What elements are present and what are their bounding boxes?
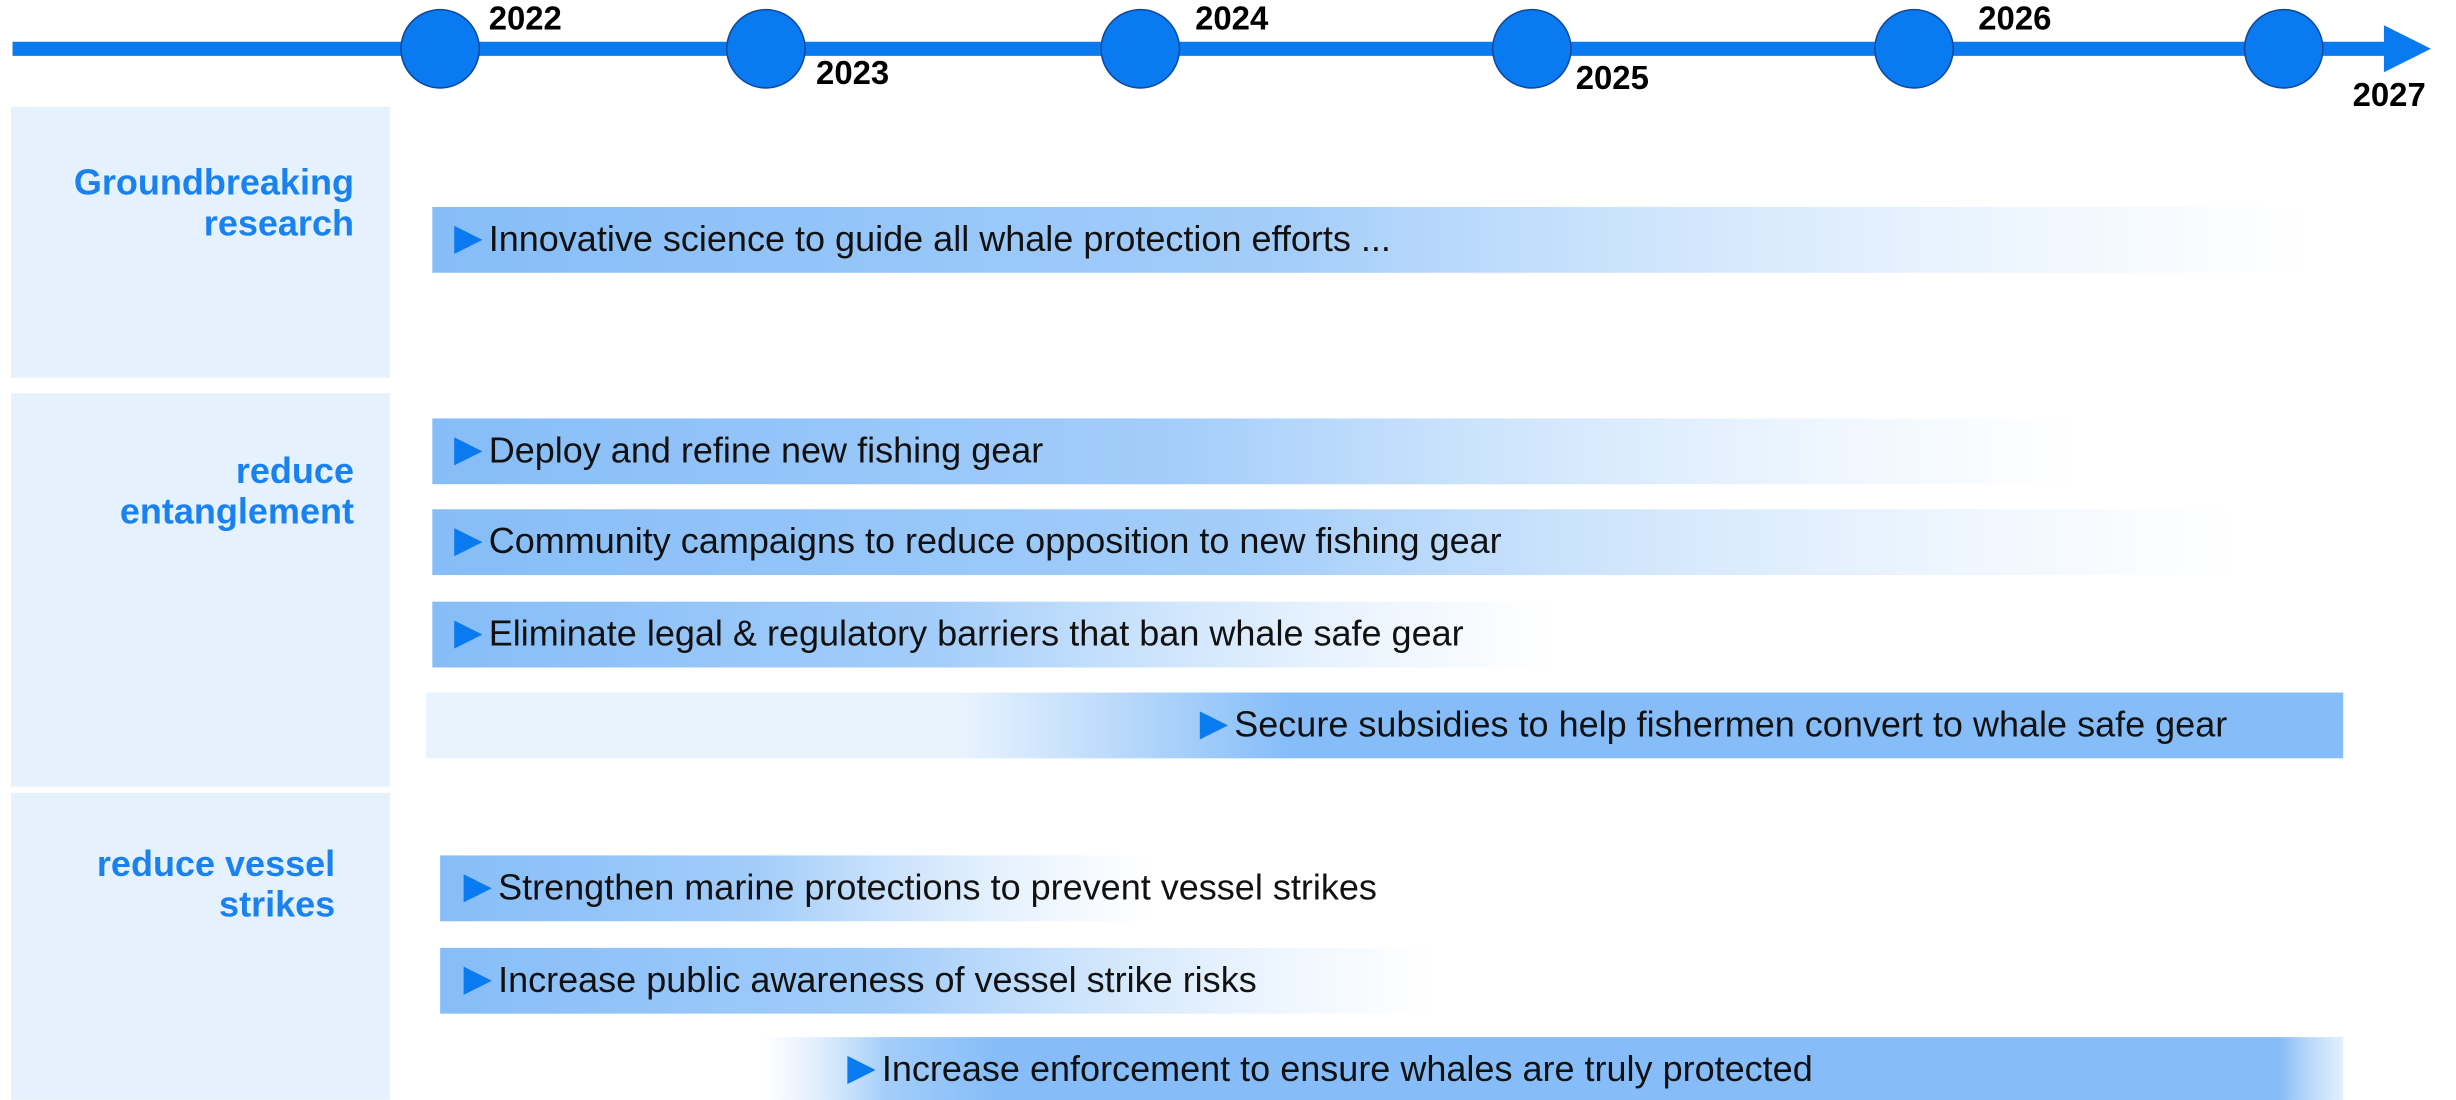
activity-label: Innovative science to guide all whale pr… [489,218,1391,259]
group-panel [10,393,391,787]
activity-label: Increase public awareness of vessel stri… [498,959,1257,1000]
year-node [1874,8,1954,89]
activity-bar [440,855,1160,922]
year-node [725,8,806,89]
group-label: strikes [219,884,335,925]
group-label: reduce [236,450,354,491]
year-label: 2024 [1195,0,1269,36]
bullet-arrow [454,528,483,557]
year-label: 2026 [1978,0,2051,36]
activity-bar [440,947,1438,1014]
group-label: entanglement [120,490,354,531]
bullet-arrow [454,225,483,254]
bullet-arrow [1199,711,1228,740]
activity-bar [432,418,2084,485]
year-node [1491,8,1572,89]
group-label: Groundbreaking [74,162,354,203]
year-node [1100,8,1181,89]
year-label: 2025 [1576,59,1649,96]
group-panel [10,792,391,1100]
activity-label: Strengthen marine protections to prevent… [498,866,1377,907]
activity-bar [432,509,2240,576]
year-label: 2023 [816,54,889,91]
activity-bar [432,206,2319,273]
group-panel [10,106,391,378]
activity-label: Deploy and refine new fishing gear [489,429,1044,470]
group-label: research [204,202,354,243]
activity-label: Increase enforcement to ensure whales ar… [882,1048,1813,1089]
year-node [2243,8,2324,89]
year-node [400,8,481,89]
activity-label: Secure subsidies to help fishermen conve… [1234,704,2227,745]
activity-bar [759,1037,2344,1100]
group-label: reduce vessel [97,843,335,884]
bullet-arrow [847,1055,876,1085]
timeline-arrow [2383,25,2431,73]
bullet-arrow [454,620,483,649]
activity-bar [432,601,1559,668]
year-label: 2027 [2353,76,2426,113]
bullet-arrow [454,437,483,466]
year-label: 2022 [489,0,562,36]
bullet-arrow [463,966,492,995]
activity-bar [426,692,2344,759]
bullet-arrow [463,874,492,903]
activity-label: Eliminate legal & regulatory barriers th… [489,613,1464,654]
activity-label: Community campaigns to reduce opposition… [489,520,1502,561]
